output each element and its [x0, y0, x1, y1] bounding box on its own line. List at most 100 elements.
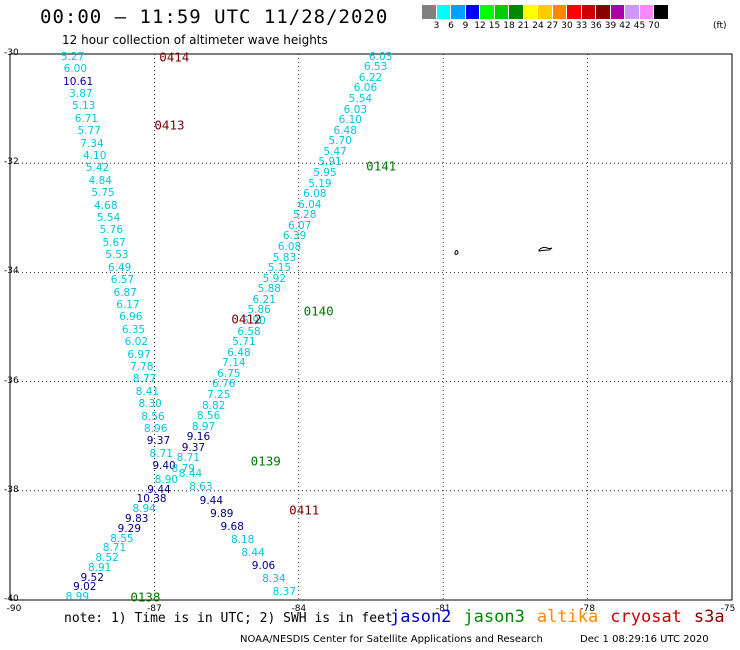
- wave-height-value: 5.92: [262, 272, 287, 285]
- wave-height-value: 6.10: [338, 114, 362, 127]
- wave-height-value: 7.14: [222, 357, 246, 370]
- wave-height-value: 9.37: [146, 435, 171, 448]
- wave-height-value: 5.70: [328, 135, 352, 148]
- island-1: [454, 250, 459, 255]
- legend-label: 24: [532, 21, 544, 31]
- legend-swatch: [465, 5, 480, 19]
- legend-label: 21: [517, 21, 530, 31]
- wave-height-value: 4.68: [94, 199, 118, 212]
- wave-height-value: 8.55: [110, 532, 134, 545]
- wave-height-value: 6.49: [107, 261, 132, 274]
- legend-label: 6: [448, 21, 454, 31]
- wave-height-value: 6.04: [298, 198, 322, 211]
- pass-label: 0138: [130, 589, 161, 605]
- legend-swatch: [523, 5, 538, 19]
- wave-height-value: 5.77: [77, 125, 101, 138]
- legend-labels: 3 6 9 12 15 18 21 24 27 30 33 36 39 42 45 70: [422, 21, 740, 33]
- wave-height-value: 8.71: [176, 452, 201, 465]
- wave-height-value: 6.97: [127, 348, 151, 361]
- legend-label: 42: [619, 21, 631, 31]
- latitude-label: -34: [4, 266, 19, 277]
- wave-height-value: 8.79: [171, 462, 195, 475]
- wave-height-value: 5.83: [272, 251, 297, 264]
- legend-label: 3: [433, 21, 440, 31]
- wave-height-value: 9.06: [251, 559, 276, 572]
- pass-label: 0140: [303, 303, 334, 319]
- legend-swatch: [538, 5, 553, 19]
- legend-swatch: [494, 5, 509, 19]
- wave-height-value: 8.56: [141, 410, 165, 423]
- wave-height-value: 8.82: [201, 399, 226, 412]
- longitude-label: -84: [291, 604, 307, 614]
- wave-height-value: 5.13: [71, 100, 96, 113]
- latitude-label: -40: [4, 594, 19, 604]
- wave-height-value: 6.06: [353, 82, 378, 95]
- wave-height-value: 6.57: [110, 274, 135, 287]
- legend-swatch: [509, 5, 524, 19]
- wave-height-value: 8.37: [272, 585, 297, 598]
- wave-height-value: 8.18: [230, 533, 255, 546]
- wave-height-value: 5.54: [96, 212, 121, 225]
- legend-swatch: [654, 5, 669, 19]
- wave-height-value: 5.54: [348, 93, 373, 105]
- pass-label: 0139: [250, 453, 281, 469]
- wave-height-value: 5.76: [99, 224, 124, 237]
- legend-label: 27: [546, 21, 559, 31]
- wave-height-value: 8.52: [95, 552, 119, 565]
- wave-height-value: 8.94: [132, 503, 156, 516]
- map-subtitle: 12 hour collection of altimeter wave hei…: [62, 33, 328, 47]
- legend-swatch: [436, 5, 451, 19]
- footer-credit: NOAA/NESDIS Center for Satellite Applica…: [240, 634, 543, 645]
- wave-height-value: 5.86: [247, 304, 271, 317]
- wave-height-value: 9.02: [73, 581, 97, 594]
- wave-height-value: 10.38: [136, 493, 167, 506]
- legend-unit: (ft): [713, 21, 727, 31]
- footer-timestamp: Dec 1 08:29:16 UTC 2020: [580, 634, 709, 645]
- latitude-label: -30: [4, 48, 19, 58]
- wave-height-value: 6.07: [287, 219, 312, 232]
- wave-height-value: 9.89: [210, 507, 234, 520]
- legend-label: 9: [462, 21, 469, 31]
- wave-height-value: 6.58: [237, 325, 261, 338]
- legend-label: 36: [590, 21, 602, 31]
- wave-height-value: 9.16: [186, 431, 211, 444]
- legend-label: 15: [488, 21, 501, 31]
- legend-label: 18: [503, 21, 515, 31]
- wave-height-value: 8.34: [262, 572, 286, 585]
- satellite-name: cryosat: [610, 607, 682, 627]
- pass-label: 0412: [231, 311, 262, 327]
- wave-height-value: 5.75: [91, 187, 115, 200]
- wave-height-value: 8.96: [144, 423, 168, 435]
- latitude-label: -38: [4, 484, 19, 495]
- legend-label: 70: [648, 21, 660, 31]
- latitude-label: -36: [4, 375, 19, 386]
- wave-height-value: 5.28: [293, 209, 317, 222]
- wave-height-value: 7.78: [130, 360, 154, 373]
- wave-height-value: 8.77: [132, 373, 157, 386]
- wave-height-value: 6.21: [252, 293, 276, 306]
- wave-height-value: 6.71: [74, 112, 99, 125]
- wave-height-value: 5.15: [267, 262, 292, 275]
- wave-height-value: 6.48: [227, 346, 251, 359]
- legend-swatch: [480, 5, 495, 19]
- wave-height-value: 5.47: [323, 145, 347, 158]
- wave-height-value: 6.35: [121, 323, 146, 336]
- longitude-label: -75: [720, 604, 736, 614]
- wave-height-value: 6.76: [212, 378, 236, 391]
- wave-height-value: 6.75: [217, 367, 241, 380]
- legend-label: 12: [474, 21, 486, 31]
- legend-label: 30: [561, 21, 573, 31]
- wave-height-value: 9.83: [125, 513, 149, 525]
- wave-height-value: 8.90: [154, 473, 179, 486]
- wave-height-value: 5.67: [102, 236, 126, 249]
- wave-height-value: 6.08: [303, 188, 327, 201]
- wave-height-value: 10.61: [63, 75, 94, 88]
- wave-height-value: 6.03: [368, 50, 393, 63]
- footer-note: note: 1) Time is in UTC; 2) SWH is in fe…: [64, 611, 393, 626]
- wave-height-value: 9.40: [152, 460, 176, 473]
- wave-height-value: 8.44: [178, 468, 203, 481]
- satellite-name: altika: [536, 607, 599, 627]
- wave-height-value: 9.68: [220, 520, 244, 533]
- wave-height-value: 9.29: [117, 522, 142, 535]
